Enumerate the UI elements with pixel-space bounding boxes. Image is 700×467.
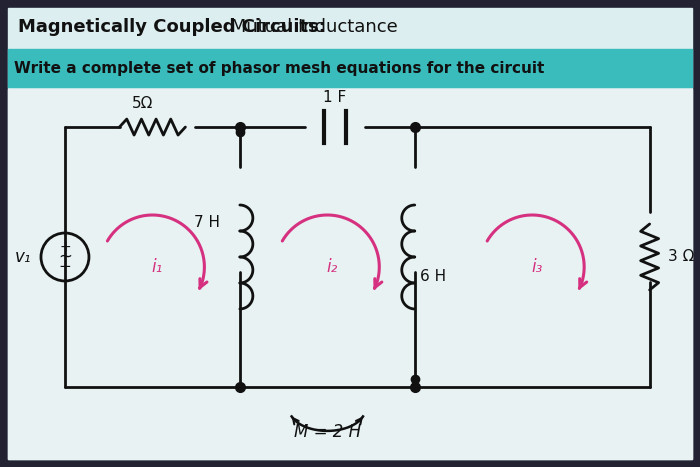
Bar [8,89,692,459]
Text: i₂: i₂ [327,258,338,276]
Text: 6 H: 6 H [420,269,446,284]
Text: i₃: i₃ [531,258,542,276]
Text: 3 Ω: 3 Ω [668,249,694,264]
Text: v₁: v₁ [15,248,31,266]
Text: ~: ~ [58,248,72,266]
Text: Write a complete set of phasor mesh equations for the circuit: Write a complete set of phasor mesh equa… [14,61,545,76]
Text: +: + [59,240,71,254]
Text: M = 2 H: M = 2 H [294,423,361,441]
Bar [8,49,692,87]
Text: −: − [59,260,71,275]
Text: Mutual Inductance: Mutual Inductance [225,18,398,36]
Text: 5Ω: 5Ω [132,96,153,111]
Text: i₁: i₁ [152,258,163,276]
Text: 7 H: 7 H [194,214,220,229]
Text: 1 F: 1 F [323,90,346,105]
Text: Magnetically Coupled Circuits:: Magnetically Coupled Circuits: [18,18,326,36]
